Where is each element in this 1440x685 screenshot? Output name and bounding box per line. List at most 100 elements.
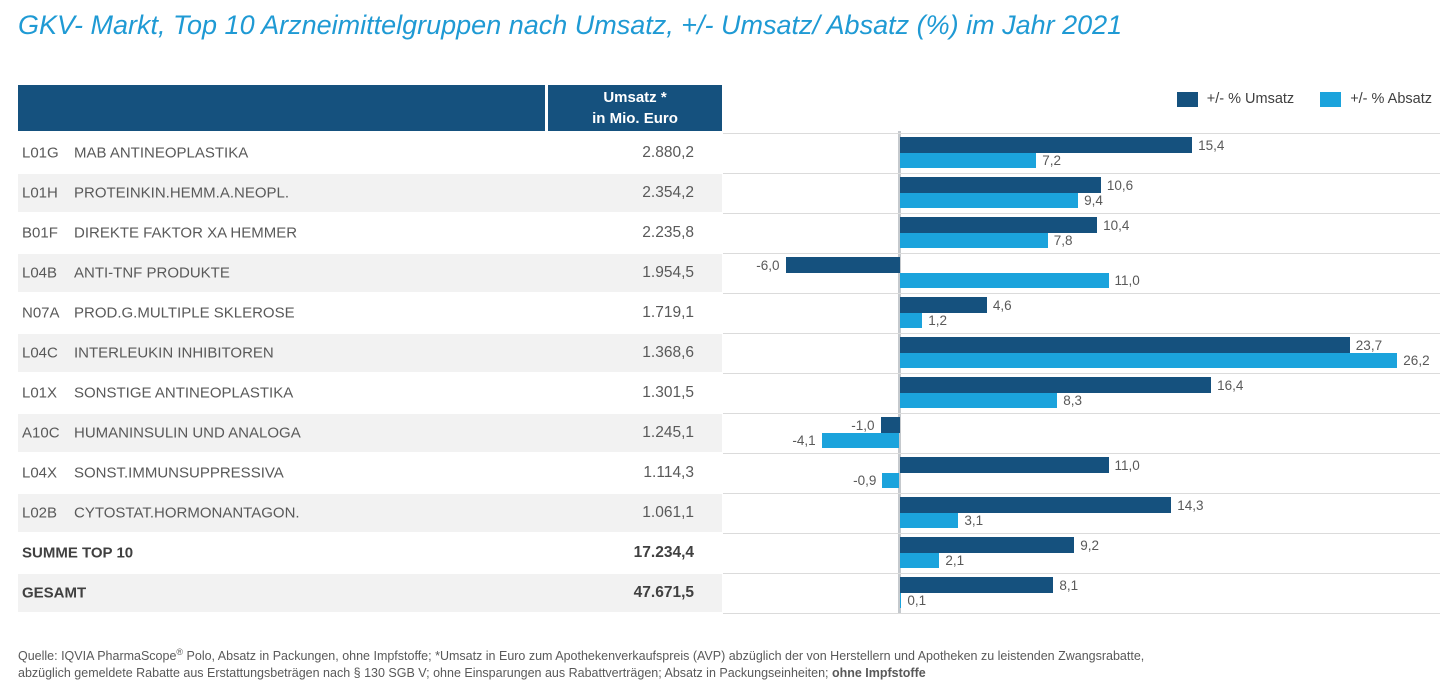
row-name: SUMME TOP 10 [22,544,134,562]
absatz-bar [899,353,1398,368]
absatz-bar [899,593,902,608]
absatz-bar [899,153,1037,168]
row-name: SONSTIGE ANTINEOPLASTIKA [74,384,294,402]
legend-label-umsatz: +/- % Umsatz [1206,91,1295,107]
row-umsatz-value: 1.114,3 [643,464,694,481]
row-code: B01F [22,224,58,242]
row-name: SONST.IMMUNSUPPRESSIVA [74,464,284,482]
row-name: DIREKTE FAKTOR XA HEMMER [74,224,298,242]
umsatz-bar [899,177,1101,193]
row-separator [723,533,1440,534]
page-title: GKV- Markt, Top 10 Arzneimittelgruppen n… [18,10,1123,40]
umsatz-bar [899,377,1212,393]
header-umsatz-line1: Umsatz * [603,89,667,106]
table-row: L01H PROTEINKIN.HEMM.A.NEOPL. 2.354,2 10… [0,173,1440,213]
absatz-bar [899,273,1109,288]
row-name: GESAMT [22,584,87,602]
chart-legend: +/- % Umsatz +/- % Absatz [1163,91,1432,107]
umsatz-bar [899,537,1075,553]
row-code: L01X [22,384,58,402]
legend-swatch-absatz-icon [1320,91,1342,107]
umsatz-bar [899,217,1098,233]
umsatz-bar-label: -1,0 [851,418,875,433]
umsatz-bar-label: 15,4 [1198,138,1225,153]
row-name: MAB ANTINEOPLASTIKA [74,144,249,162]
absatz-bar-label: 26,2 [1403,353,1430,368]
footnote-line1: Quelle: IQVIA PharmaScope® Polo, Absatz … [18,647,1145,664]
row-umsatz-value: 1.301,5 [642,384,694,401]
umsatz-bar-label: -6,0 [756,258,780,273]
row-code: L04B [22,264,58,282]
row-umsatz-value: 1.061,1 [642,504,694,521]
absatz-bar-label: 8,3 [1063,393,1082,408]
row-separator [723,413,1440,414]
absatz-bar-label: 3,1 [964,513,984,528]
umsatz-bar-label: 11,0 [1114,458,1140,473]
umsatz-bar-label: 9,2 [1080,538,1100,553]
absatz-bar-label: 1,2 [928,313,948,328]
absatz-bar-label: 11,0 [1114,273,1140,288]
row-code: L04X [22,464,58,482]
row-band [18,494,722,532]
row-separator [723,493,1440,494]
row-umsatz-value: 1.368,6 [642,344,694,361]
row-name: PROTEINKIN.HEMM.A.NEOPL. [74,184,290,202]
row-umsatz-value: 1.719,1 [642,304,694,321]
absatz-bar-label: -0,9 [853,473,877,488]
row-separator [723,253,1440,254]
header-umsatz-line2: in Mio. Euro [592,110,678,127]
row-separator [723,173,1440,174]
row-umsatz-value: 1.245,1 [642,424,694,441]
row-separator [723,213,1440,214]
row-umsatz-value: 17.234,4 [633,544,694,561]
table-and-bars: L01G MAB ANTINEOPLASTIKA 2.880,2 15,4 7,… [0,131,1440,614]
umsatz-bar-label: 10,6 [1106,178,1134,193]
absatz-bar-label: 0,1 [907,593,927,608]
chart-bottom-line [723,613,1440,614]
table-row: L04X SONST.IMMUNSUPPRESSIVA 1.114,3 11,0… [0,453,1440,493]
footnote-line2: abzüglich gemeldete Rabatte aus Erstattu… [18,666,926,681]
umsatz-bar [899,497,1172,513]
umsatz-bar-label: 10,4 [1103,218,1130,233]
absatz-bar-label: 2,1 [945,553,965,568]
absatz-bar [899,393,1058,408]
row-umsatz-value: 47.671,5 [633,584,694,601]
absatz-bar [899,553,940,568]
table-row: L01G MAB ANTINEOPLASTIKA 2.880,2 15,4 7,… [0,133,1440,173]
umsatz-bar [899,297,987,313]
row-name: CYTOSTAT.HORMONANTAGON. [74,504,300,522]
zero-axis-line [898,131,901,614]
row-separator [723,333,1440,334]
row-umsatz-value: 2.354,2 [642,184,694,201]
row-code: N07A [22,304,60,322]
row-code: L04C [22,344,58,362]
absatz-bar [899,313,923,328]
umsatz-bar-label: 16,4 [1217,378,1244,393]
row-band [18,574,722,612]
umsatz-bar-label: 14,3 [1177,498,1204,513]
table-row: L02B CYTOSTAT.HORMONANTAGON. 1.061,1 14,… [0,493,1440,533]
row-separator [723,293,1440,294]
table-header-umsatz: Umsatz * in Mio. Euro [548,85,722,131]
absatz-bar [899,233,1048,248]
umsatz-bar-label: 23,7 [1355,338,1383,353]
absatz-bar [899,193,1079,208]
row-band [18,254,722,292]
absatz-bar [899,513,959,528]
umsatz-bar [899,457,1109,473]
table-row: L01X SONSTIGE ANTINEOPLASTIKA 1.301,5 16… [0,373,1440,413]
table-row: L04C INTERLEUKIN INHIBITOREN 1.368,6 23,… [0,333,1440,373]
umsatz-bar [899,137,1193,153]
row-name: HUMANINSULIN UND ANALOGA [74,424,301,442]
table-row: B01F DIREKTE FAKTOR XA HEMMER 2.235,8 10… [0,213,1440,253]
source-footnote: Quelle: IQVIA PharmaScope® Polo, Absatz … [18,644,1144,682]
umsatz-bar-label: 8,1 [1059,578,1079,593]
row-name: ANTI-TNF PRODUKTE [74,264,230,282]
absatz-bar-label: 7,2 [1042,153,1062,168]
row-band [18,334,722,372]
row-band [18,414,722,452]
row-code: L01G [22,144,59,162]
umsatz-bar [880,417,900,433]
absatz-bar [882,473,900,488]
